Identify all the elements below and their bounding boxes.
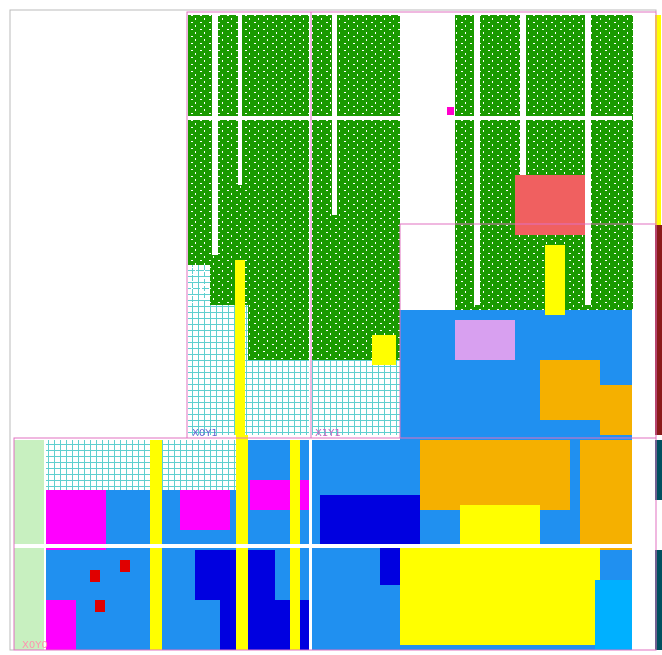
region-bottom — [14, 435, 662, 650]
device-view: X0Y1 X1Y1 X0Y0 — [0, 0, 662, 655]
region-label: X0Y1 — [192, 428, 218, 439]
gap — [188, 116, 632, 120]
gap — [14, 544, 632, 548]
region-label: X1Y1 — [315, 428, 341, 439]
page: X0Y1 X1Y1 X0Y0 (() => { const data = JSO… — [0, 0, 662, 655]
region-label: X0Y0 — [22, 640, 48, 651]
